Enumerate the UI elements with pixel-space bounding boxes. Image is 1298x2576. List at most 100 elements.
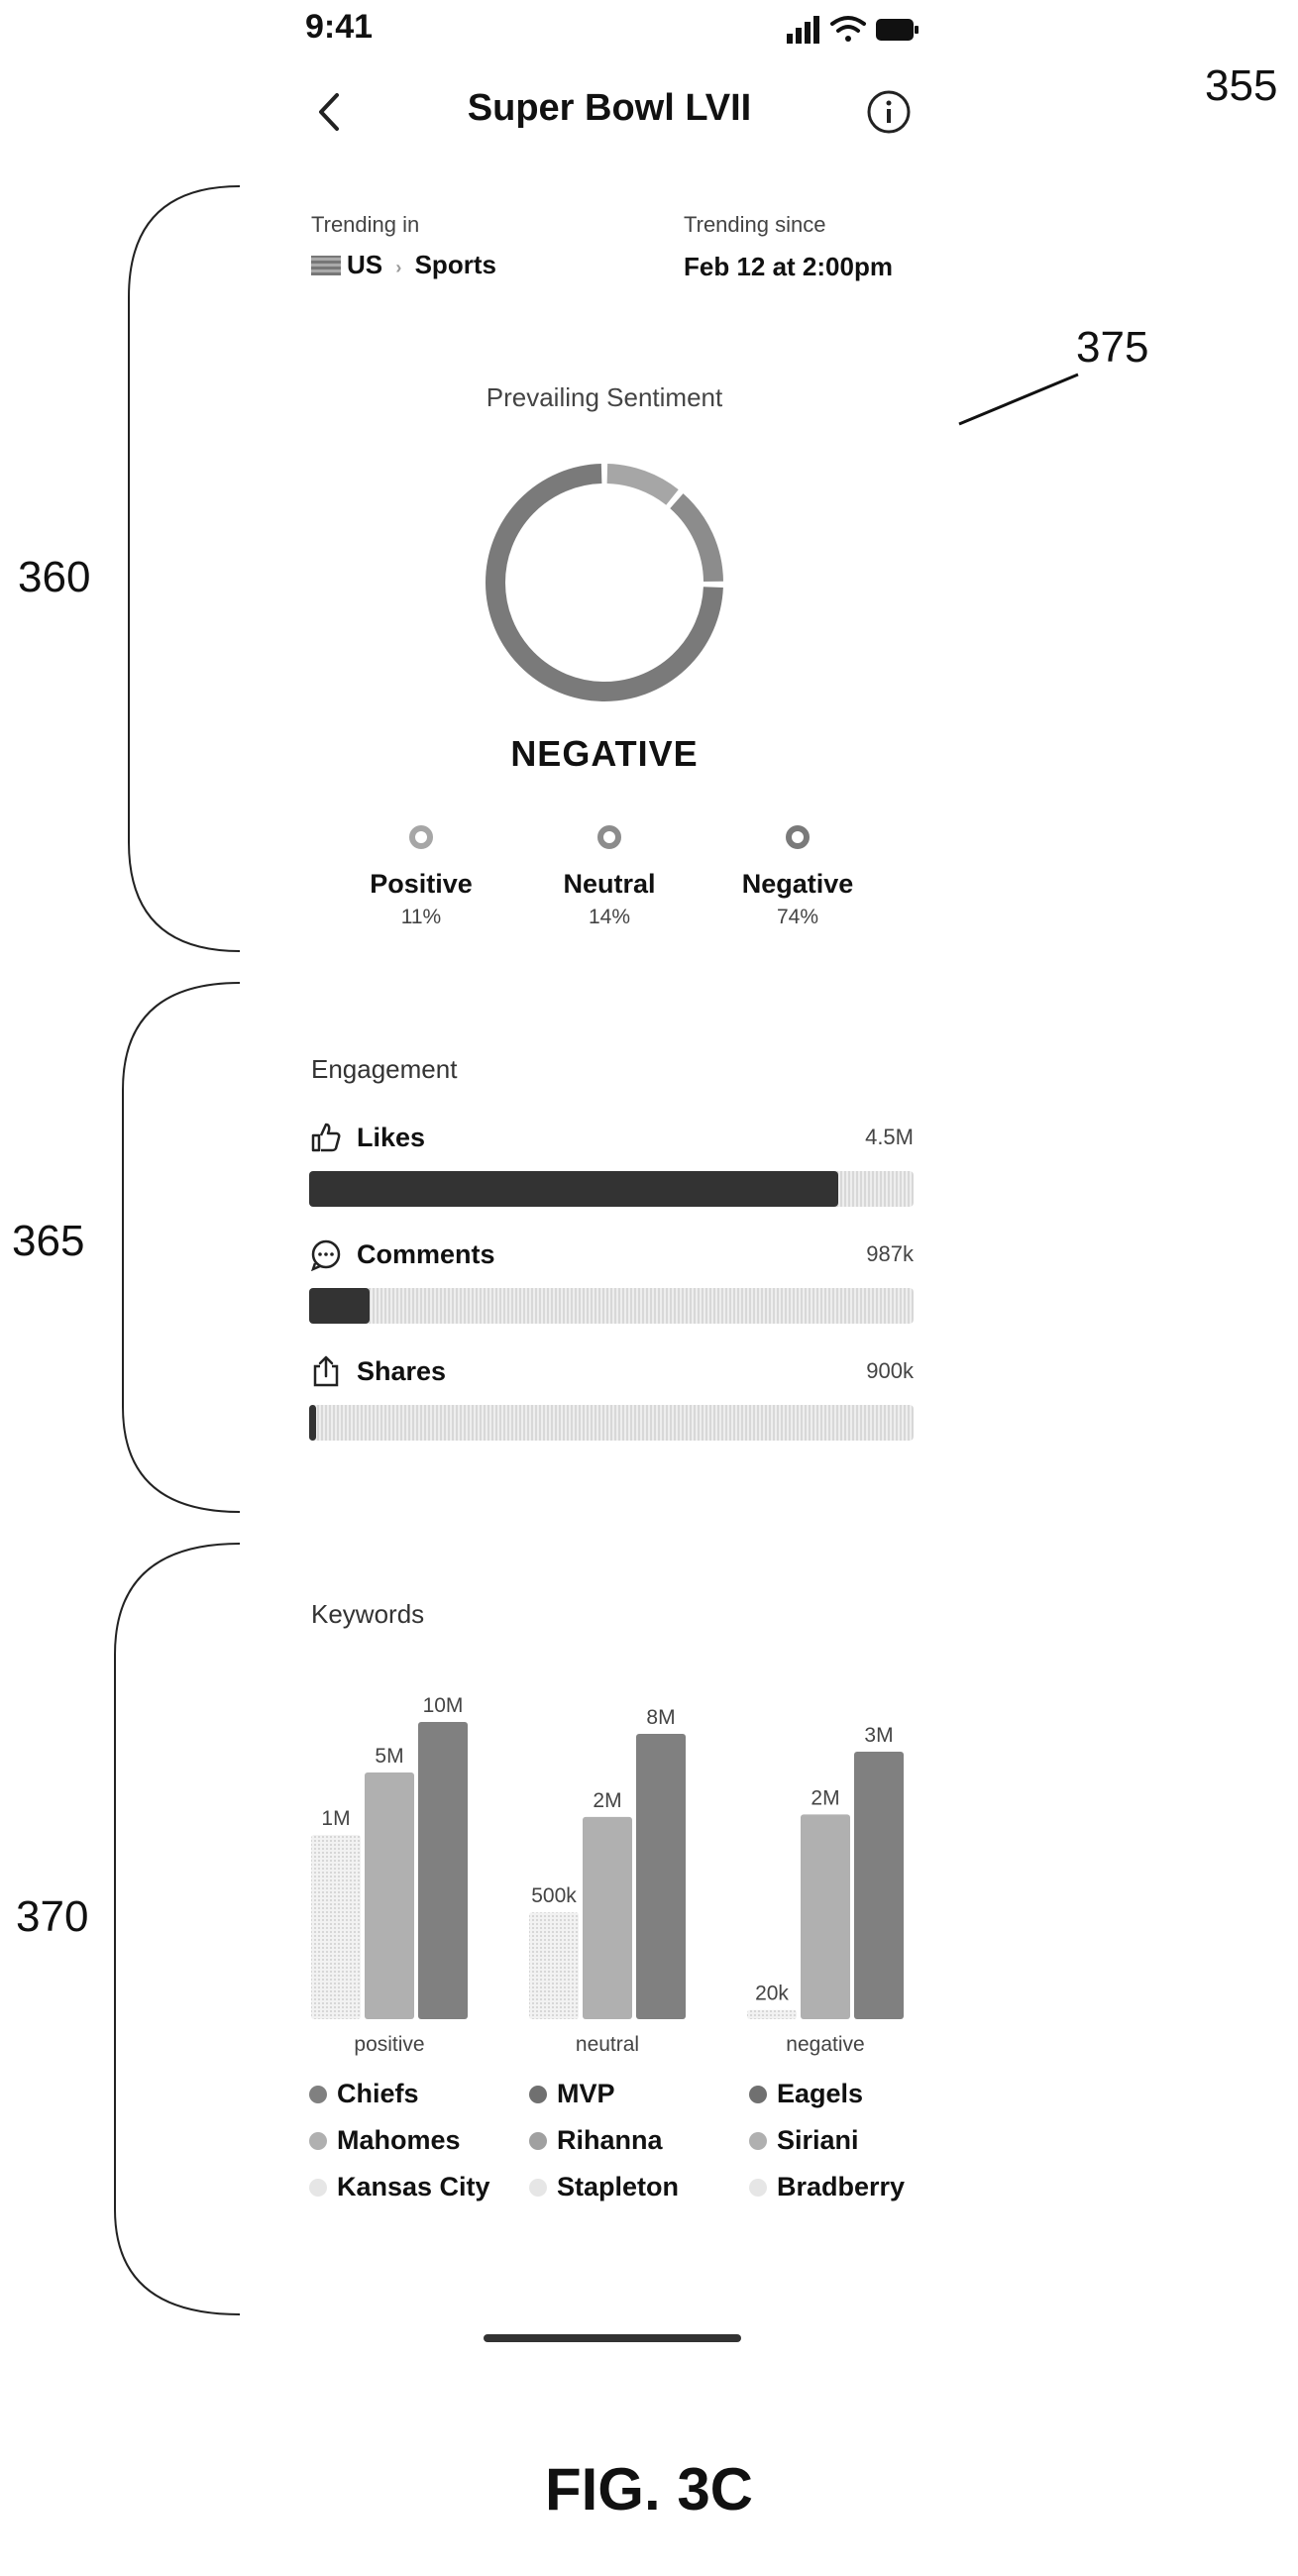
figure-caption: FIG. 3C [544, 2456, 754, 2522]
engagement-title: Engagement [311, 1054, 458, 1084]
info-icon[interactable] [866, 89, 912, 135]
ring-icon [786, 825, 810, 849]
trending-category: Sports [414, 250, 496, 279]
page-title: Super Bowl LVII [467, 87, 752, 129]
legend-dot-icon [529, 2178, 547, 2197]
engagement-bar-track [309, 1288, 914, 1324]
engagement-bar-fill [309, 1288, 370, 1324]
figure-ref-375: 375 [1076, 323, 1149, 372]
bar-value-label: 10M [423, 1694, 464, 1717]
bar-mahomes [365, 1772, 414, 2019]
bar-value-label: 500k [531, 1884, 577, 1907]
sentiment-donut-chart [486, 464, 723, 701]
bar-mvp [636, 1734, 686, 2019]
keyword-legend-item: Mahomes [309, 2125, 529, 2156]
bar-value-label: 2M [593, 1789, 621, 1812]
engagement-bar-track [309, 1405, 914, 1441]
bar-rihanna [583, 1816, 632, 2019]
engagement-value: 900k [866, 1358, 914, 1383]
legend-dot-icon [309, 2131, 327, 2150]
category-label: neutral [576, 2033, 639, 2056]
keywords-bar-chart: 1M 5M 10M positive 500k 2M 8M neutral 20k 2M 3M neg… [311, 1694, 904, 2056]
category-label: negative [786, 2033, 864, 2056]
sentiment-legend-item: Negative 74% [718, 824, 877, 929]
keyword-label: MVP [557, 2079, 615, 2108]
sentiment-legend: Positive 11% Neutral 14% Negative 74% [342, 824, 877, 929]
thumbs-up-icon [311, 1123, 341, 1152]
engagement-row-shares: Shares 900k [309, 1353, 914, 1441]
keyword-legend-item: Kansas City [309, 2172, 529, 2202]
engagement-name: Shares [357, 1355, 447, 1386]
sentiment-percent: 74% [776, 906, 819, 928]
keywords-legend: Chiefs MVP Eagels Mahomes Rihanna Siriani Kans… [309, 2079, 923, 2202]
engagement-name: Comments [357, 1238, 495, 1269]
engagement-name: Likes [357, 1122, 426, 1152]
legend-dot-icon [749, 2178, 767, 2197]
status-time: 9:41 [305, 8, 374, 46]
figure-ref-360: 360 [18, 553, 91, 601]
legend-dot-icon [529, 2131, 547, 2150]
sentiment-title: Prevailing Sentiment [486, 382, 723, 412]
comment-icon [311, 1239, 341, 1271]
keywords-title: Keywords [311, 1599, 425, 1629]
figure-ref-370: 370 [16, 1892, 89, 1941]
status-icons [787, 16, 919, 44]
keyword-legend-item: Bradberry [749, 2172, 923, 2202]
keyword-label: Bradberry [777, 2172, 906, 2201]
engagement-value: 987k [866, 1241, 914, 1266]
bar-siriani [801, 1814, 850, 2019]
donut-slice-neutral [670, 493, 723, 583]
donut-slice-positive [606, 464, 679, 505]
trending-in-label: Trending in [311, 212, 420, 237]
bar-value-label: 5M [375, 1745, 403, 1768]
battery-icon [876, 19, 919, 41]
trending-since-value: Feb 12 at 2:00pm [684, 252, 893, 281]
bar-bradberry [747, 2009, 797, 2019]
sentiment-legend-item: Neutral 14% [530, 824, 689, 929]
bar-value-label: 1M [321, 1807, 350, 1830]
keyword-label: Mahomes [337, 2125, 461, 2155]
legend-dot-icon [309, 2085, 327, 2103]
sentiment-legend-item: Positive 11% [342, 824, 500, 929]
signal-icon [787, 16, 819, 44]
sentiment-percent: 11% [400, 906, 442, 928]
keyword-label: Rihanna [557, 2125, 663, 2155]
sentiment-name: Positive [370, 869, 473, 899]
keyword-legend-item: Stapleton [529, 2172, 749, 2202]
engagement-row-comments: Comments 987k [309, 1236, 914, 1324]
ring-icon [409, 825, 433, 849]
bar-value-label: 8M [646, 1706, 675, 1729]
engagement-bar-fill [309, 1405, 317, 1441]
category-label: positive [354, 2033, 424, 2056]
keyword-legend-item: MVP [529, 2079, 749, 2109]
home-indicator[interactable] [484, 2334, 741, 2342]
legend-dot-icon [529, 2085, 547, 2103]
engagement-bar-track [309, 1171, 914, 1207]
sentiment-percent: 14% [588, 906, 631, 928]
bar-kansas-city [311, 1835, 361, 2019]
bar-eagels [854, 1752, 904, 2019]
bar-value-label: 2M [811, 1786, 839, 1809]
keyword-legend-item: Chiefs [309, 2079, 529, 2109]
keyword-legend-item: Eagels [749, 2079, 923, 2109]
legend-dot-icon [309, 2178, 327, 2197]
us-flag-icon [311, 256, 341, 275]
keyword-label: Eagels [777, 2079, 864, 2108]
figure-braces [114, 185, 241, 2315]
back-chevron-icon[interactable] [309, 87, 349, 137]
keyword-label: Stapleton [557, 2172, 680, 2201]
engagement-row-likes: Likes 4.5M [309, 1120, 914, 1207]
keyword-legend-item: Siriani [749, 2125, 923, 2156]
legend-dot-icon [749, 2085, 767, 2103]
legend-dot-icon [749, 2131, 767, 2150]
prevailing-sentiment: NEGATIVE [510, 733, 699, 774]
keyword-legend-item: Rihanna [529, 2125, 749, 2156]
engagement-bar-fill [309, 1171, 838, 1207]
keyword-label: Chiefs [337, 2079, 419, 2108]
figure-ref-365: 365 [12, 1217, 85, 1265]
donut-slice-negative [486, 464, 723, 701]
figure-leader-line [958, 373, 1079, 426]
bar-stapleton [529, 1912, 579, 2019]
bar-value-label: 3M [864, 1724, 893, 1747]
bar-chiefs [418, 1722, 468, 2019]
